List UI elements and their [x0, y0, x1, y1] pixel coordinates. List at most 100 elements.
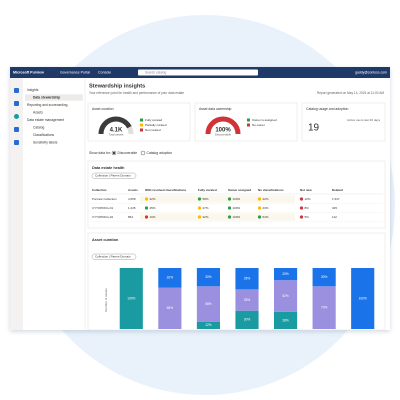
- rail-icon[interactable]: [14, 140, 19, 145]
- cell: 58%: [203, 197, 209, 201]
- pill[interactable]: [91, 253, 137, 260]
- gauge-value: [205, 116, 241, 135]
- bar-segment: [312, 286, 336, 329]
- report-note: Report generated on May 14, 2024 at 11:0…: [317, 91, 384, 95]
- status-icon: [197, 206, 202, 210]
- nav-item[interactable]: Data estate management: [27, 118, 64, 122]
- nav-item[interactable]: Classifications: [33, 133, 54, 137]
- column-header: With resolved classifications: [145, 188, 186, 192]
- nav-item[interactable]: Data stewardship: [33, 95, 60, 99]
- page-title: Stewardship insights: [89, 83, 145, 89]
- rail-icon[interactable]: [14, 114, 19, 119]
- row-tint: [140, 195, 295, 203]
- filter-option: Discoverable: [118, 151, 138, 155]
- nav-selected: [25, 94, 83, 101]
- bar-segment: [158, 268, 182, 288]
- cell: 8%: [305, 206, 310, 210]
- cell: 45%: [150, 206, 156, 210]
- nav-item[interactable]: Insights: [27, 88, 39, 92]
- bar-segment: [158, 287, 182, 329]
- cell: 4,658: [128, 197, 136, 201]
- nav-item[interactable]: Sensitivity labels: [33, 140, 58, 144]
- cell: 1,245: [128, 206, 136, 210]
- legend-swatch: [247, 118, 250, 122]
- column-header: Deleted: [332, 188, 343, 192]
- column-header: Owner assigned: [228, 188, 251, 192]
- nav-item[interactable]: Catalog: [33, 125, 45, 129]
- cell: 22%: [150, 197, 156, 201]
- legend-swatch: [140, 118, 143, 122]
- search-placeholder: Search catalog: [145, 70, 166, 74]
- bar-segment: [351, 268, 375, 329]
- card-title: Catalog usage and adoption: [306, 107, 349, 111]
- column-header: No classifications: [258, 188, 284, 192]
- cell: 100%: [233, 197, 241, 201]
- health-title: Data estate health: [92, 166, 125, 170]
- card-value: 19: [308, 123, 320, 134]
- nav-item[interactable]: Reporting and scorecarding: [27, 103, 68, 107]
- bar-segment: [274, 268, 298, 281]
- pill-label: Collection | Parent Domain: [95, 174, 131, 178]
- card-value: 100%: [215, 128, 231, 134]
- bar-segment: [235, 268, 259, 290]
- status-icon: [144, 215, 149, 219]
- legend-swatch: [140, 128, 143, 132]
- breadcrumb: Console: [98, 70, 111, 74]
- status-icon: [227, 215, 232, 219]
- bar-label: 20%: [282, 272, 289, 276]
- cell: 1,547: [332, 197, 340, 201]
- cell: 5%: [305, 215, 310, 219]
- status-icon: [144, 197, 149, 201]
- cell: 10%: [150, 215, 156, 219]
- cell: CYTOPDKG-01: [92, 206, 113, 210]
- portal: Governance Portal: [60, 70, 90, 74]
- bar-label: 35%: [244, 298, 251, 302]
- status-icon: [227, 206, 232, 210]
- pill-label: Collection | Parent Domain: [95, 255, 131, 259]
- bar-segment: [196, 268, 220, 287]
- card-value: 4.1K: [110, 128, 123, 134]
- cell: 112: [332, 215, 337, 219]
- cell: 64%: [263, 215, 269, 219]
- cell: 27%: [203, 206, 209, 210]
- bar-segment: [312, 268, 336, 287]
- rail-icon[interactable]: [14, 88, 19, 93]
- search-box[interactable]: [138, 69, 258, 76]
- bar-segment: [235, 310, 259, 329]
- bar-label: 30%: [321, 275, 328, 279]
- cell: CYTOPDKG-02: [92, 215, 113, 219]
- bar-label: 100%: [127, 296, 135, 300]
- pill[interactable]: [91, 172, 137, 179]
- bar-segment: [235, 289, 259, 311]
- rail-icon[interactable]: [14, 127, 19, 132]
- cell: 100%: [233, 206, 241, 210]
- cell: 32%: [203, 215, 209, 219]
- brand: Microsoft Purview: [13, 70, 44, 74]
- y-axis-label: Number of assets: [104, 288, 108, 312]
- status-icon: [257, 215, 262, 219]
- cell: 100%: [233, 215, 241, 219]
- radio[interactable]: [140, 150, 146, 156]
- row-tint: [140, 204, 295, 212]
- nav-item[interactable]: Assets: [33, 110, 43, 114]
- filter-label: Show data for:: [89, 151, 111, 155]
- card-caption: Active users last 30 days: [347, 118, 381, 122]
- filter-option: Catalog adoption: [147, 151, 173, 155]
- cell: 325: [332, 206, 337, 210]
- bar-label: 32%: [167, 276, 174, 280]
- status-icon: [144, 206, 149, 210]
- bar-label: 58%: [205, 302, 212, 306]
- column-header: Not new: [300, 188, 312, 192]
- status-icon: [299, 197, 304, 201]
- column-header: Assets: [128, 188, 138, 192]
- column-header: Fully curated: [198, 188, 217, 192]
- bar-segment: [274, 311, 298, 329]
- bar-label: 35%: [244, 277, 251, 281]
- bar-label: 30%: [244, 318, 251, 322]
- bar-segment: [274, 280, 298, 312]
- legend-swatch: [140, 123, 143, 127]
- cell: 12%: [305, 197, 311, 201]
- row-tint: [140, 213, 295, 221]
- rail-icon[interactable]: [14, 101, 19, 106]
- bar-label: 52%: [282, 294, 289, 298]
